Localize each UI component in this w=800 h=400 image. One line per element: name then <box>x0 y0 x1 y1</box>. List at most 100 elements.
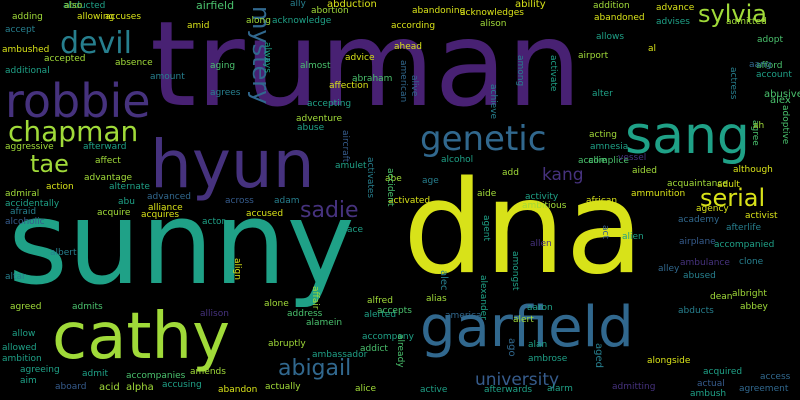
word-abuse: abuse <box>297 123 325 133</box>
word-accuses: accuses <box>105 12 142 22</box>
word-acknowledges: acknowledges <box>460 8 524 18</box>
word-american: american <box>398 60 408 103</box>
word-alert: alert <box>513 315 534 325</box>
word-alive: alive <box>409 75 419 97</box>
word-truman: truman <box>150 0 582 133</box>
word-abusive: abusive <box>764 89 800 100</box>
word-aggressive: aggressive <box>5 142 54 152</box>
word-alien: alien <box>622 232 644 242</box>
word-ability: ability <box>515 0 546 10</box>
word-ally: ally <box>290 0 306 9</box>
word-chapman: chapman <box>8 115 139 148</box>
word-ambassador: ambassador <box>312 350 368 360</box>
word-abe: abe <box>385 174 402 184</box>
word-clone: clone <box>739 257 764 267</box>
word-admits: admits <box>72 302 103 312</box>
word-ammunition: ammunition <box>631 189 686 199</box>
word-according: according <box>391 21 436 31</box>
word-dean: dean <box>710 292 733 302</box>
word-actor: actor <box>202 217 226 227</box>
word-agency: agency <box>696 204 729 214</box>
word-allie: allie <box>588 156 607 166</box>
word-acquire: acquire <box>97 208 131 218</box>
word-activated: activated <box>388 196 431 206</box>
word-alcohol: alcohol <box>441 155 474 165</box>
word-affection: affection <box>329 81 369 91</box>
word-across: across <box>225 196 254 206</box>
word-affair: affair <box>310 286 320 310</box>
word-allison: allison <box>200 309 229 319</box>
word-garfield: garfield <box>420 295 634 360</box>
word-alias: alias <box>426 294 447 304</box>
word-allowing: allowing <box>77 12 115 22</box>
word-activist: activist <box>745 211 778 221</box>
word-agreed: agreed <box>10 302 42 312</box>
word-abandoning: abandoning <box>412 6 466 16</box>
word-amongst: amongst <box>510 251 520 291</box>
word-addict: addict <box>360 344 388 354</box>
word-alison: alison <box>480 19 507 29</box>
word-advance: advance <box>656 3 695 13</box>
word-afraid: afraid <box>10 207 37 217</box>
word-alerted: alerted <box>364 310 397 320</box>
word-ahead: ahead <box>394 42 422 52</box>
word-afterward: afterward <box>83 142 127 152</box>
word-abu: abu <box>118 197 135 207</box>
word-genetic: genetic <box>420 119 547 159</box>
word-actual: actual <box>697 379 725 389</box>
word-accepting: accepting <box>307 99 352 109</box>
word-alter: alter <box>592 89 613 99</box>
word-alfred: alfred <box>367 296 393 306</box>
word-academy: academy <box>678 215 720 225</box>
word-activate: activate <box>548 55 558 92</box>
word-acquaintance: acquaintance <box>667 179 728 189</box>
word-agreement: agreement <box>739 384 789 394</box>
word-additional: additional <box>5 66 50 76</box>
word-acquires: acquires <box>141 210 180 220</box>
word-accept: accept <box>5 25 36 35</box>
word-aide: aide <box>477 189 497 199</box>
word-along: along <box>246 16 271 26</box>
word-alamein: alamein <box>306 318 343 328</box>
word-accepts: accepts <box>377 306 412 316</box>
word-agreeing: agreeing <box>20 365 60 375</box>
word-aged: aged <box>593 343 604 368</box>
word-aircraft: aircraft <box>340 130 350 163</box>
word-ambulance: ambulance <box>680 258 730 268</box>
word-altar: altar <box>5 272 26 282</box>
word-abigail: abigail <box>278 356 352 381</box>
word-abandon: abandon <box>218 385 258 395</box>
word-acquired: acquired <box>703 367 743 377</box>
word-sunny: sunny <box>8 177 355 311</box>
word-adventure: adventure <box>296 114 343 124</box>
word-aim: aim <box>20 376 37 386</box>
word-alarm: alarm <box>547 384 573 394</box>
word-aided: aided <box>632 166 657 176</box>
word-access: access <box>760 372 791 382</box>
word-action: action <box>46 182 74 192</box>
word-aging: aging <box>210 61 236 71</box>
word-addition: addition <box>593 1 630 11</box>
word-alley: alley <box>658 264 680 274</box>
word-activates: activates <box>365 157 375 199</box>
word-always: always <box>262 42 272 73</box>
word-hyun: hyun <box>150 126 315 203</box>
word-aang: aang <box>749 60 772 70</box>
word-advises: advises <box>656 17 690 27</box>
word-among: among <box>515 55 525 87</box>
word-ambition: ambition <box>2 354 42 364</box>
word-afford: afford <box>756 61 783 71</box>
word-acting: acting <box>589 130 617 140</box>
word-abducted: abducted <box>63 1 106 11</box>
word-actress: actress <box>728 67 738 100</box>
word-alice: alice <box>355 384 377 394</box>
word-sadie: sadie <box>300 198 359 223</box>
word-airplane: airplane <box>679 237 716 247</box>
word-acid: acid <box>99 382 120 393</box>
word-adding: adding <box>12 12 43 22</box>
word-amid: amid <box>187 21 210 31</box>
word-agent: agent <box>481 215 491 241</box>
word-ah: ah <box>753 121 765 131</box>
word-alcoholic: alcoholic <box>5 217 45 227</box>
word-admit: admit <box>82 369 109 379</box>
